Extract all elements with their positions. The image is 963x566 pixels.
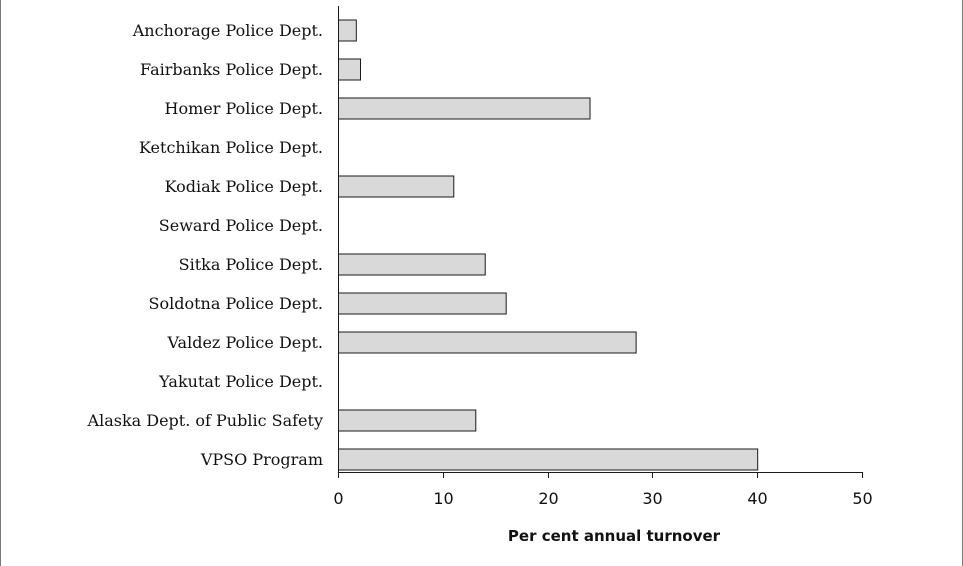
bar <box>338 409 477 432</box>
bar <box>338 292 507 315</box>
x-tick-label: 30 <box>642 489 662 508</box>
x-ticks: 0 10 20 30 40 50 <box>333 472 873 508</box>
x-tick-label: 0 <box>333 489 343 508</box>
category-label: Anchorage Police Dept. <box>132 21 323 40</box>
x-tick-label: 20 <box>538 489 558 508</box>
bars <box>338 19 759 471</box>
x-axis-title: Per cent annual turnover <box>508 527 721 545</box>
bar <box>338 19 357 42</box>
x-tick-label: 50 <box>852 489 872 508</box>
axes <box>338 6 863 473</box>
category-label: Soldotna Police Dept. <box>149 294 324 313</box>
category-label: Seward Police Dept. <box>159 216 323 235</box>
category-label: Valdez Police Dept. <box>166 333 323 352</box>
category-labels: Anchorage Police Dept. Fairbanks Police D… <box>87 21 323 469</box>
x-tick-label: 10 <box>433 489 453 508</box>
x-tick-label: 40 <box>747 489 767 508</box>
category-label: Ketchikan Police Dept. <box>139 138 323 157</box>
bar <box>338 175 455 198</box>
bar <box>338 331 637 354</box>
bar <box>338 97 591 120</box>
bar <box>338 448 759 471</box>
category-label: Homer Police Dept. <box>164 99 323 118</box>
category-label: VPSO Program <box>200 450 323 469</box>
category-label: Sitka Police Dept. <box>179 255 323 274</box>
category-label: Yakutat Police Dept. <box>158 372 323 391</box>
bar <box>338 58 362 81</box>
category-label: Fairbanks Police Dept. <box>140 60 323 79</box>
bar <box>338 253 486 276</box>
category-label: Kodiak Police Dept. <box>165 177 323 196</box>
category-label: Alaska Dept. of Public Safety <box>87 411 323 430</box>
